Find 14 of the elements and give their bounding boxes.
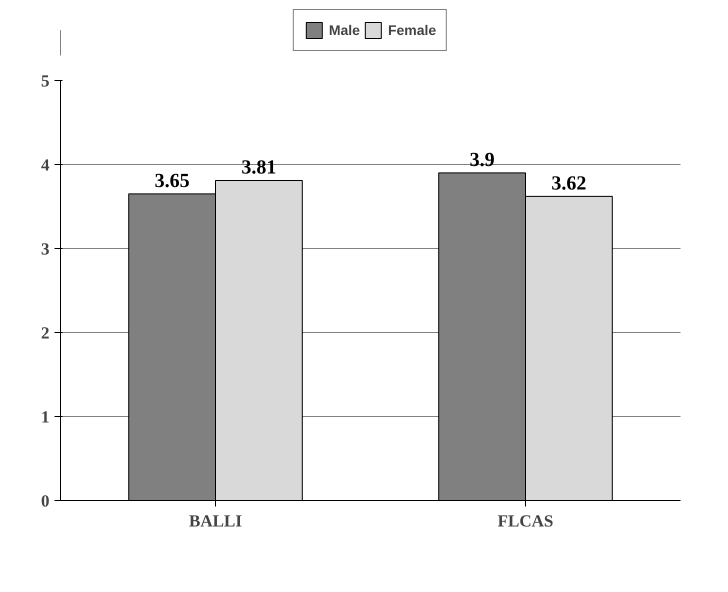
- y-tick-label: 5: [41, 72, 50, 90]
- data-label: 3.81: [241, 156, 276, 179]
- data-label: 3.62: [551, 172, 586, 195]
- y-tick-label: 0: [41, 492, 50, 510]
- y-tick-label: 2: [41, 324, 50, 342]
- legend-label: Female: [388, 22, 436, 38]
- data-label: 3.9: [470, 149, 495, 172]
- legend-label: Male: [328, 22, 360, 38]
- y-tick-label: 3: [41, 240, 50, 258]
- y-tick-label: 1: [41, 408, 50, 426]
- y-tick-label: 4: [41, 156, 50, 174]
- x-tick-label: BALLI: [189, 512, 242, 530]
- data-label: 3.65: [154, 170, 190, 192]
- x-tick-label: FLCAS: [498, 512, 554, 530]
